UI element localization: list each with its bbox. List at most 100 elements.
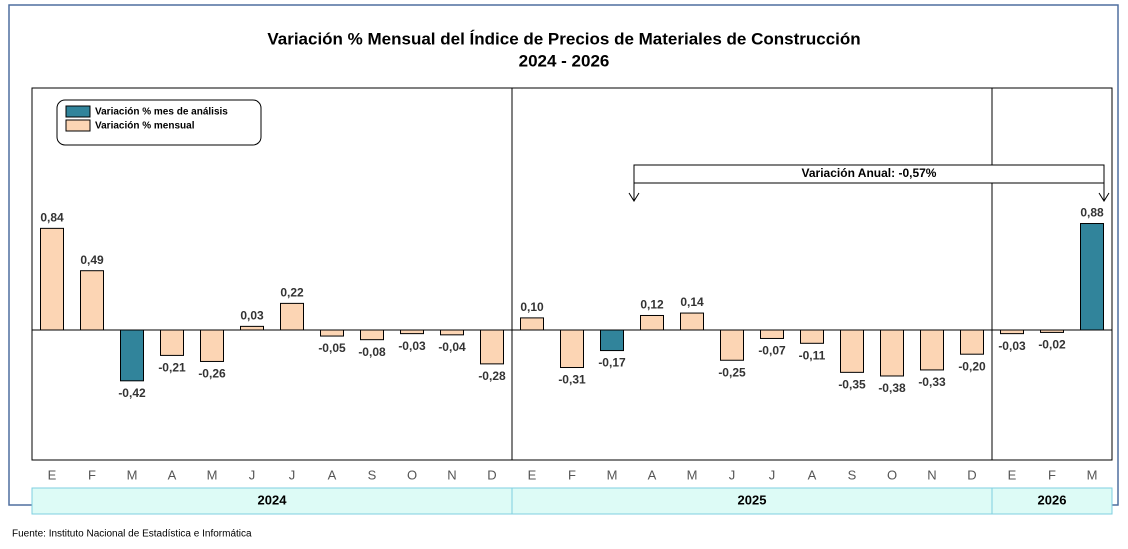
chart-title: Variación % Mensual del Índice de Precio… xyxy=(267,29,860,48)
year-box xyxy=(31,487,513,515)
bar xyxy=(840,329,864,373)
year-box xyxy=(991,487,1113,515)
x-tick-label: A xyxy=(648,467,657,482)
x-tick-label: F xyxy=(1048,467,1056,482)
x-tick-label: M xyxy=(1087,467,1098,482)
x-tick-label: M xyxy=(127,467,138,482)
x-tick-label: J xyxy=(249,467,256,482)
x-tick-label: O xyxy=(407,467,417,482)
data-label: -0,03 xyxy=(398,339,426,353)
data-label: -0,08 xyxy=(358,345,386,359)
x-tick-label: E xyxy=(48,467,57,482)
bar xyxy=(1080,223,1104,331)
bar xyxy=(1000,329,1024,335)
data-label: -0,33 xyxy=(918,375,946,389)
data-label: -0,03 xyxy=(998,339,1026,353)
x-tick-label: A xyxy=(328,467,337,482)
x-tick-label: M xyxy=(207,467,218,482)
x-tick-label: M xyxy=(687,467,698,482)
bar xyxy=(760,329,784,339)
bar xyxy=(680,312,704,331)
legend xyxy=(56,99,262,146)
x-tick-label: D xyxy=(487,467,496,482)
data-label: -0,04 xyxy=(438,340,466,354)
data-label: 0,84 xyxy=(40,211,64,225)
data-label: 0,14 xyxy=(680,295,704,309)
bar xyxy=(480,329,504,365)
data-label: 0,10 xyxy=(520,300,544,314)
legend-swatch xyxy=(65,119,91,132)
x-tick-label: D xyxy=(967,467,976,482)
data-label: -0,02 xyxy=(1038,338,1066,352)
bar xyxy=(960,329,984,355)
bar xyxy=(520,317,544,331)
year-label: 2026 xyxy=(1038,492,1067,507)
x-tick-label: S xyxy=(368,467,377,482)
data-label: -0,25 xyxy=(718,365,746,379)
legend-swatch xyxy=(65,105,91,118)
bar xyxy=(720,329,744,361)
bar xyxy=(640,314,664,331)
bar xyxy=(200,329,224,362)
x-tick-label: O xyxy=(887,467,897,482)
x-tick-label: N xyxy=(447,467,456,482)
x-tick-label: F xyxy=(88,467,96,482)
bar xyxy=(280,302,304,331)
data-label: -0,38 xyxy=(878,381,906,395)
data-label: -0,35 xyxy=(838,378,866,392)
data-label: 0,03 xyxy=(240,309,264,323)
data-label: 0,88 xyxy=(1080,206,1104,220)
bar xyxy=(80,270,104,331)
data-label: -0,17 xyxy=(598,356,626,370)
x-tick-label: F xyxy=(568,467,576,482)
bar xyxy=(120,329,144,382)
source: Fuente: Instituto Nacional de Estadístic… xyxy=(12,529,252,540)
data-label: 0,12 xyxy=(640,298,664,312)
x-tick-label: M xyxy=(607,467,618,482)
year-label: 2024 xyxy=(258,492,288,507)
annotation: Variación Anual: -0,57% xyxy=(628,164,1110,202)
x-tick-label: S xyxy=(848,467,857,482)
x-tick-label: J xyxy=(289,467,296,482)
data-label: -0,21 xyxy=(158,361,186,375)
data-label: 0,22 xyxy=(280,286,304,300)
x-tick-label: N xyxy=(927,467,936,482)
bar xyxy=(400,329,424,335)
bar xyxy=(800,329,824,344)
data-label: -0,20 xyxy=(958,359,986,373)
legend-label: Variación % mes de análisis xyxy=(95,107,228,118)
data-label: -0,11 xyxy=(799,348,826,362)
bar xyxy=(440,329,464,336)
bar xyxy=(320,329,344,337)
data-label: -0,05 xyxy=(318,341,346,355)
x-tick-label: A xyxy=(168,467,177,482)
x-tick-label: J xyxy=(729,467,736,482)
data-label: -0,31 xyxy=(558,373,586,387)
data-label: -0,26 xyxy=(198,367,226,381)
data-label: 0,49 xyxy=(80,253,104,267)
bar xyxy=(360,329,384,341)
data-label: -0,28 xyxy=(478,369,506,383)
bar xyxy=(240,325,264,331)
bar xyxy=(560,329,584,369)
annotation-text: Variación Anual: -0,57% xyxy=(802,166,937,180)
bar xyxy=(40,227,64,331)
year-label: 2025 xyxy=(738,492,767,507)
year-box xyxy=(511,487,993,515)
x-tick-label: E xyxy=(528,467,537,482)
x-tick-label: E xyxy=(1008,467,1017,482)
data-label: -0,07 xyxy=(758,344,786,358)
bar xyxy=(1040,329,1064,333)
bar xyxy=(880,329,904,377)
x-tick-label: A xyxy=(808,467,817,482)
chart-subtitle: 2024 - 2026 xyxy=(519,51,610,70)
legend-label: Variación % mensual xyxy=(95,121,195,132)
x-tick-label: J xyxy=(769,467,776,482)
bar xyxy=(160,329,184,356)
plot-area xyxy=(31,87,1113,461)
frame xyxy=(8,4,1119,506)
bar xyxy=(920,329,944,371)
data-label: -0,42 xyxy=(118,386,146,400)
bar xyxy=(600,329,624,352)
